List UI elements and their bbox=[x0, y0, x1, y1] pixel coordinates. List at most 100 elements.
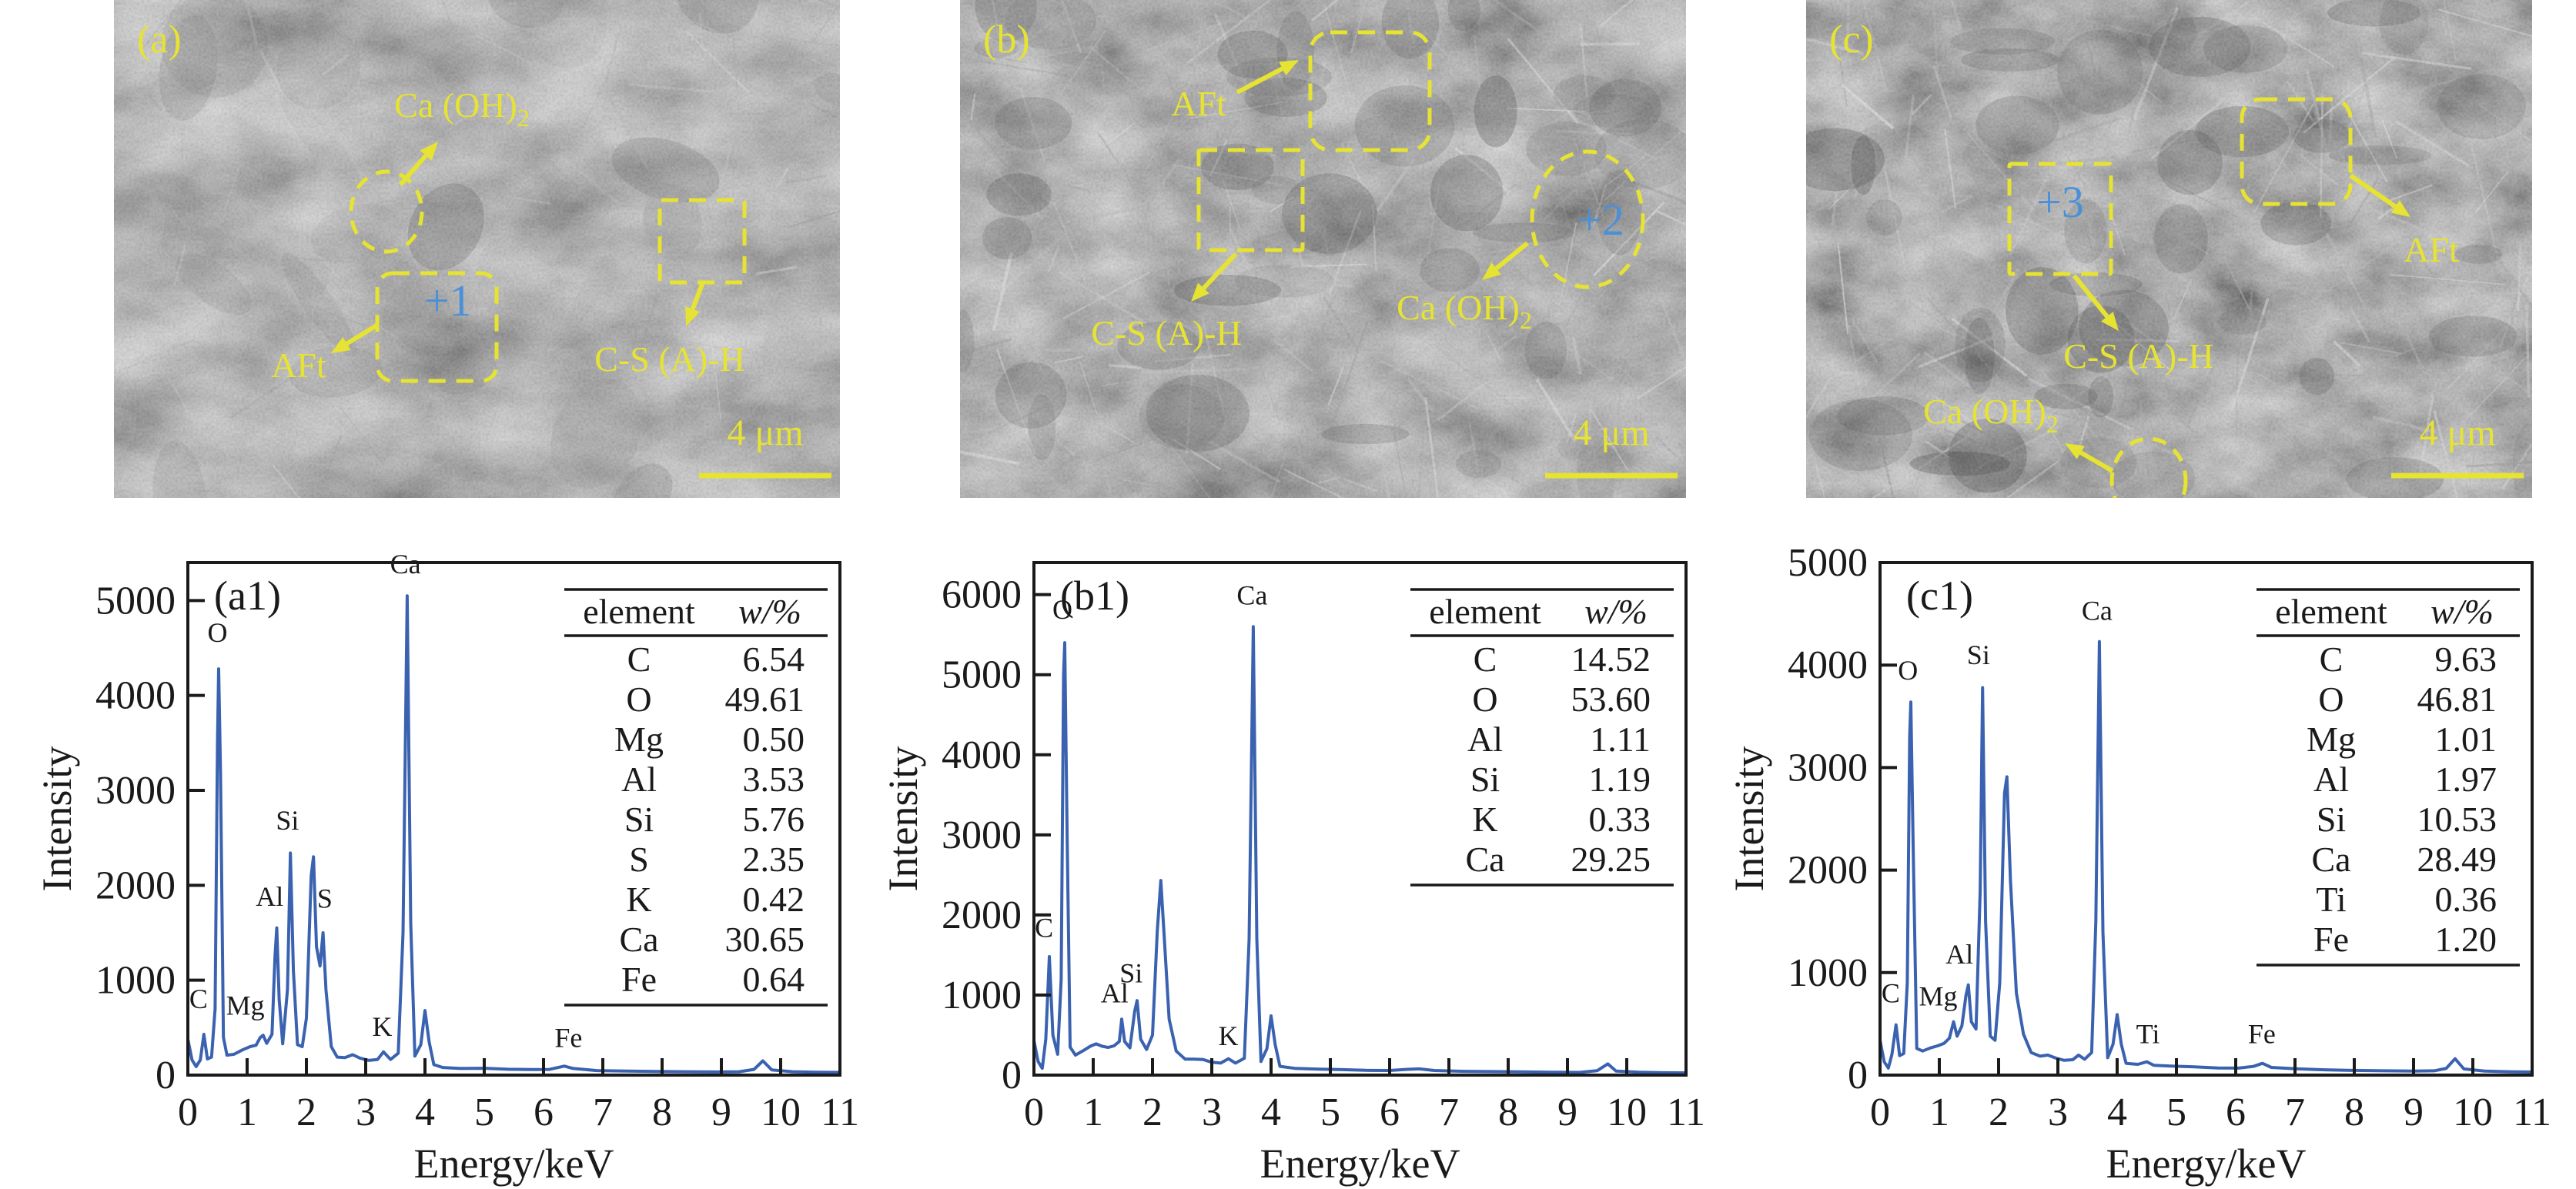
scale-bar-text: 4 μm bbox=[2419, 412, 2495, 453]
phase-label: AFt bbox=[271, 346, 326, 385]
x-tick-label: 2 bbox=[1142, 1090, 1163, 1134]
x-tick-label: 7 bbox=[593, 1090, 613, 1134]
table-cell-element: Fe bbox=[621, 960, 657, 999]
x-axis-title: Energy/keV bbox=[414, 1141, 614, 1187]
peak-label-S: S bbox=[317, 883, 333, 913]
y-tick-label: 4000 bbox=[942, 733, 1022, 777]
x-tick-label: 8 bbox=[1498, 1090, 1518, 1134]
peak-label-Si: Si bbox=[276, 805, 299, 836]
y-tick-label: 1000 bbox=[942, 974, 1022, 1017]
dashed-circle-marker bbox=[2109, 436, 2188, 498]
table-header-element: element bbox=[2275, 592, 2387, 631]
table-cell-element: Ca bbox=[2311, 840, 2350, 879]
arrow-head bbox=[420, 142, 438, 161]
peak-label-Al: Al bbox=[256, 881, 283, 912]
peak-label-Al: Al bbox=[1945, 939, 1973, 970]
phase-label: C-S (A)-H bbox=[1091, 313, 1241, 352]
dashed-box-marker bbox=[2007, 162, 2113, 276]
table-cell-value: 6.54 bbox=[743, 640, 805, 679]
dashed-box-marker bbox=[2240, 97, 2353, 206]
element-table: element w/% C 14.52 O 53.60 Al 1.11 Si 1.19 K 0.33 C… bbox=[1410, 588, 1674, 887]
x-tick-label: 0 bbox=[178, 1090, 198, 1134]
x-tick-label: 5 bbox=[1320, 1090, 1340, 1134]
x-tick-label: 9 bbox=[2404, 1090, 2424, 1134]
table-cell-value: 0.64 bbox=[743, 960, 805, 999]
sem-annotations: (a) Ca (OH)2 AFt C-S (A)-H +1 4 μm bbox=[137, 18, 831, 479]
y-tick-label: 1000 bbox=[95, 959, 176, 1003]
panel-label: (b) bbox=[983, 18, 1030, 62]
table-cell-value: 30.65 bbox=[725, 920, 805, 959]
spot-marker-label: +3 bbox=[2036, 177, 2084, 227]
table-cell-value: 0.33 bbox=[1589, 800, 1651, 839]
arrow-head bbox=[685, 306, 700, 326]
y-tick-label: 3000 bbox=[1788, 746, 1868, 790]
phase-label: C-S (A)-H bbox=[594, 339, 744, 379]
peak-label-C: C bbox=[1035, 912, 1053, 943]
phase-label: Ca (OH)2 bbox=[1397, 288, 1532, 334]
table-cell-element: Ti bbox=[2316, 880, 2346, 919]
scale-bar-text: 4 μm bbox=[1573, 412, 1649, 453]
peak-label-K: K bbox=[1219, 1020, 1239, 1051]
scale-bar-text: 4 μm bbox=[727, 412, 803, 453]
x-tick-label: 8 bbox=[652, 1090, 672, 1134]
table-header-wpercent: w/% bbox=[2430, 592, 2494, 631]
plot-box bbox=[1878, 561, 2534, 1077]
eds-chart-a1: 0 1 2 3 4 5 6 7 8 9 10 11010002000300040005000Energ… bbox=[34, 549, 859, 1187]
spot-marker-label: +1 bbox=[424, 276, 472, 326]
plot-box bbox=[1032, 561, 1688, 1077]
x-tick-label: 1 bbox=[1083, 1090, 1103, 1134]
x-tick-label: 5 bbox=[474, 1090, 494, 1134]
eds-chart-c1: 0 1 2 3 4 5 6 7 8 9 10 11010002000300040005000Energ… bbox=[1726, 541, 2551, 1187]
table-cell-value: 0.50 bbox=[743, 720, 805, 759]
dashed-box-marker bbox=[1196, 148, 1305, 252]
x-tick-label: 4 bbox=[415, 1090, 435, 1134]
x-tick-label: 0 bbox=[1870, 1090, 1890, 1134]
table-cell-element: C bbox=[1474, 640, 1497, 679]
table-cell-element: Mg bbox=[614, 720, 664, 759]
table-cell-value: 49.61 bbox=[725, 680, 805, 719]
table-cell-value: 1.01 bbox=[2435, 720, 2497, 759]
y-tick-label: 0 bbox=[1848, 1054, 1868, 1097]
table-cell-value: 0.36 bbox=[2435, 880, 2497, 919]
x-tick-label: 11 bbox=[2513, 1090, 2551, 1134]
sem-annotations: (b) AFt C-S (A)-H Ca (OH)2 +2 4 μm bbox=[983, 18, 1678, 479]
y-tick-label: 5000 bbox=[1788, 541, 1868, 585]
x-tick-label: 6 bbox=[1380, 1090, 1400, 1134]
x-tick-label: 3 bbox=[356, 1090, 376, 1134]
annotation-arrow bbox=[690, 281, 705, 310]
x-tick-label: 11 bbox=[1667, 1090, 1705, 1134]
peak-label-C: C bbox=[189, 984, 208, 1014]
table-cell-value: 5.76 bbox=[743, 800, 805, 839]
table-cell-value: 1.20 bbox=[2435, 920, 2497, 959]
table-cell-value: 3.53 bbox=[743, 760, 805, 799]
annotation-arrow bbox=[1202, 252, 1238, 290]
y-tick-label: 3000 bbox=[942, 813, 1022, 857]
table-cell-value: 2.35 bbox=[743, 840, 805, 879]
table-cell-element: Si bbox=[624, 800, 654, 839]
y-tick-label: 2000 bbox=[1788, 849, 1868, 893]
spectrum-curve bbox=[186, 594, 841, 1074]
chart-panel-label: (b1) bbox=[1060, 573, 1129, 619]
x-tick-label: 3 bbox=[2048, 1090, 2068, 1134]
panel-label: (a) bbox=[137, 18, 182, 62]
y-tick-label: 1000 bbox=[1788, 951, 1868, 995]
spectrum-curve bbox=[1032, 625, 1687, 1075]
table-cell-element: Si bbox=[1470, 760, 1500, 799]
peak-label-Al: Al bbox=[1101, 978, 1129, 1009]
peak-label-K: K bbox=[373, 1011, 393, 1042]
x-tick-label: 8 bbox=[2344, 1090, 2364, 1134]
table-cell-value: 10.53 bbox=[2417, 800, 2497, 839]
table-cell-element: S bbox=[629, 840, 649, 879]
x-tick-label: 4 bbox=[2107, 1090, 2127, 1134]
table-cell-element: K bbox=[1472, 800, 1497, 839]
x-tick-label: 9 bbox=[711, 1090, 731, 1134]
table-header-wpercent: w/% bbox=[1584, 592, 1648, 631]
table-cell-value: 46.81 bbox=[2417, 680, 2497, 719]
table-cell-element: Ca bbox=[1465, 840, 1504, 879]
table-header-element: element bbox=[1429, 592, 1541, 631]
spot-marker-label: +2 bbox=[1577, 195, 1624, 245]
table-cell-element: Ca bbox=[619, 920, 658, 959]
phase-label: AFt bbox=[1171, 84, 1226, 123]
x-tick-label: 0 bbox=[1024, 1090, 1044, 1134]
